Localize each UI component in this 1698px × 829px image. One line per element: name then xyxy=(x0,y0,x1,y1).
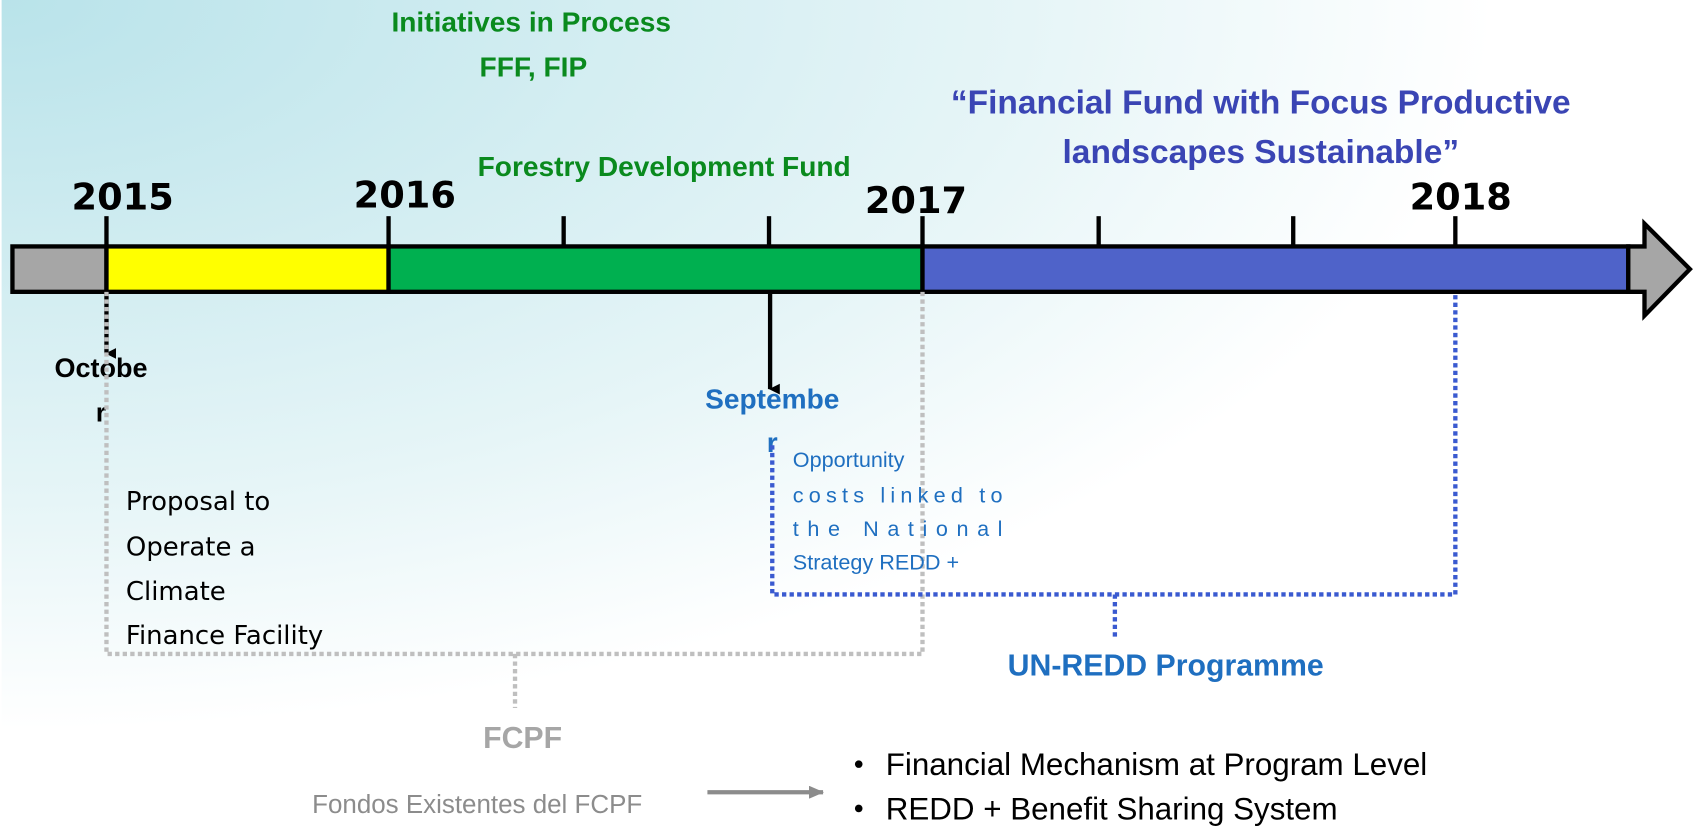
proposal-line: Proposal to xyxy=(126,487,270,517)
forestry-fund: Forestry Development Fund xyxy=(478,151,851,182)
proposal-line: Climate xyxy=(126,577,226,607)
october-label: Octobe xyxy=(55,353,148,383)
financial-fund: landscapes Sustainable” xyxy=(1063,134,1460,171)
fcpf-bracket xyxy=(104,291,925,708)
year-label: 2017 xyxy=(865,179,967,222)
outcome: Financial Mechanism at Program Level xyxy=(886,747,1428,782)
outcome: REDD + Benefit Sharing System xyxy=(886,791,1338,826)
september-label: r xyxy=(767,427,778,458)
fcpf-label: FCPF xyxy=(483,722,562,755)
ticks xyxy=(104,216,1458,247)
segment-2015 xyxy=(104,244,391,294)
initiatives-title: Initiatives in Process xyxy=(391,6,670,37)
segment-pre xyxy=(10,244,109,294)
year-label: 2015 xyxy=(72,176,174,219)
existing-funds: Fondos Existentes del FCPF xyxy=(312,791,642,819)
opportunity-line: Opportunity xyxy=(793,447,905,472)
segment-2016 xyxy=(386,244,925,294)
initiatives-sub: FFF, FIP xyxy=(480,52,588,83)
un-redd-bracket xyxy=(770,291,1458,640)
bullet xyxy=(854,760,863,768)
year-label: 2016 xyxy=(354,174,456,217)
opportunity-line: the National xyxy=(793,516,1003,541)
financial-fund: “Financial Fund with Focus Productive xyxy=(951,84,1571,121)
timeline-arrowhead xyxy=(1626,218,1693,321)
year-label: 2018 xyxy=(1410,176,1512,219)
bullet xyxy=(854,804,863,813)
october-label: r xyxy=(96,398,107,428)
opportunity-line: Strategy REDD + xyxy=(793,550,959,575)
segment-2017 xyxy=(920,244,1631,294)
timeline-bar xyxy=(10,218,1693,321)
proposal-line: Finance Facility xyxy=(126,621,323,651)
un-redd-label: UN-REDD Programme xyxy=(1008,650,1324,683)
september-label: Septembe xyxy=(705,384,839,415)
proposal-line: Operate a xyxy=(126,533,256,563)
